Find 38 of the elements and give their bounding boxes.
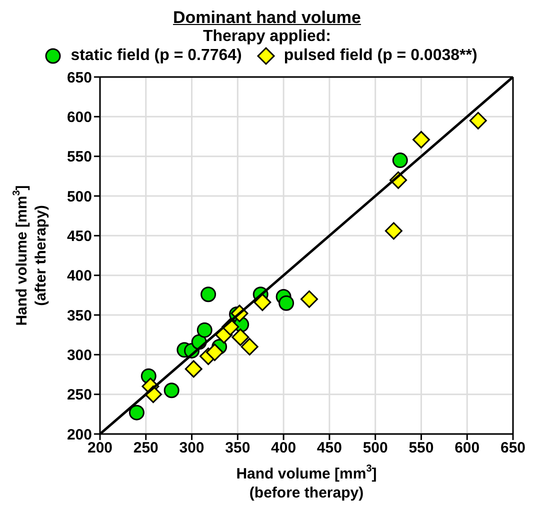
- x-tick-label: 550: [408, 440, 434, 457]
- y-tick-label: 650: [66, 69, 92, 86]
- x-tick-label: 500: [362, 440, 388, 457]
- point: [278, 295, 294, 311]
- point: [200, 286, 216, 302]
- chart-title: Dominant hand volume: [172, 8, 362, 28]
- y-tick-label: 600: [66, 108, 92, 126]
- x-tick-label: 600: [454, 440, 480, 457]
- point: [384, 222, 402, 240]
- y-tick-label: 400: [66, 268, 92, 285]
- x-axis-title: Hand volume [mm$^{3}$] (before therapy): [236, 464, 377, 502]
- point: [206, 344, 224, 362]
- y-tick-label: 500: [66, 188, 92, 206]
- x-tick-label: 450: [316, 440, 342, 457]
- y-tick-label: 300: [66, 346, 92, 364]
- x-tick-label: 650: [500, 440, 526, 457]
- point: [196, 322, 212, 338]
- x-tick-label: 300: [179, 440, 204, 457]
- x-tick-label: 250: [133, 440, 158, 457]
- point: [300, 290, 318, 308]
- point: [232, 328, 250, 346]
- point: [412, 130, 430, 148]
- point: [128, 404, 144, 420]
- y-tick-label: 350: [66, 307, 92, 324]
- point: [240, 338, 258, 356]
- y-tick-label: 250: [66, 386, 92, 404]
- point: [254, 294, 272, 312]
- point: [184, 360, 202, 378]
- legend-label: static field (p = 0.7764): [70, 47, 242, 64]
- legend-label: pulsed field (p = 0.0038**): [284, 47, 478, 64]
- y-tick-label: 550: [66, 148, 92, 166]
- x-tick-label: 400: [271, 440, 296, 457]
- point: [164, 382, 180, 398]
- x-tick-label: 350: [225, 440, 250, 457]
- point: [469, 112, 487, 130]
- legend-title: Therapy applied:: [202, 28, 332, 46]
- y-tick-label: 450: [66, 228, 92, 245]
- point: [392, 152, 408, 168]
